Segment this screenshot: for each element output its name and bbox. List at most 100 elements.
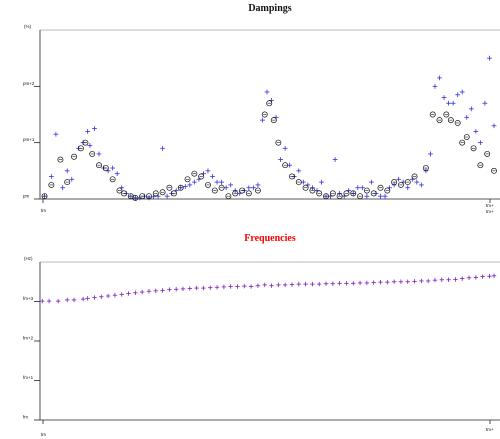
data-point-cross xyxy=(110,165,116,171)
y-axis-label: (%) xyxy=(24,24,31,29)
data-point-cross xyxy=(378,193,383,199)
data-point-circle xyxy=(166,184,173,191)
data-point-circle xyxy=(82,139,89,146)
data-point-cross xyxy=(482,100,488,106)
data-point-cross xyxy=(87,143,93,148)
data-point-circle xyxy=(266,100,273,107)
data-point-cross xyxy=(396,176,402,182)
data-point-cross xyxy=(119,292,124,297)
data-point-circle xyxy=(116,187,123,194)
data-point-cross xyxy=(332,157,338,162)
data-point-cross xyxy=(330,281,336,286)
data-point-circle xyxy=(139,193,146,200)
data-point-circle xyxy=(391,179,398,186)
data-point-circle xyxy=(411,173,418,180)
data-point-cross xyxy=(446,277,451,282)
data-point-cross xyxy=(491,123,497,129)
data-point-cross xyxy=(473,129,479,134)
data-point-cross xyxy=(64,168,70,174)
data-point-cross xyxy=(80,296,86,302)
data-point-cross xyxy=(260,117,265,123)
data-point-cross xyxy=(191,179,197,185)
x-tick-label: tm xyxy=(41,432,46,437)
data-point-cross xyxy=(194,285,199,291)
data-point-cross xyxy=(450,100,456,106)
data-point-cross xyxy=(391,279,397,284)
data-point-cross xyxy=(428,151,433,157)
data-point-circle xyxy=(218,184,225,191)
data-point-cross xyxy=(453,277,458,282)
data-point-cross xyxy=(228,182,234,188)
data-point-circle xyxy=(429,111,436,118)
data-point-circle xyxy=(191,170,198,177)
data-point-circle xyxy=(329,190,336,197)
data-point-cross xyxy=(69,176,75,182)
data-point-circle xyxy=(397,181,404,188)
data-point-cross xyxy=(282,282,288,288)
data-point-cross xyxy=(296,281,301,287)
x-tick-label: tm+ xyxy=(486,203,494,208)
data-point-cross xyxy=(201,285,206,291)
data-point-circle xyxy=(41,193,48,200)
data-point-cross xyxy=(487,274,492,279)
data-point-circle xyxy=(282,162,289,169)
data-point-cross xyxy=(126,291,131,296)
data-point-cross xyxy=(269,283,274,288)
data-point-circle xyxy=(89,150,96,157)
data-point-circle xyxy=(64,179,71,186)
data-point-cross xyxy=(182,184,188,190)
data-point-cross xyxy=(160,288,165,293)
data-point-cross xyxy=(412,279,417,284)
data-point-circle xyxy=(254,187,261,194)
y-tick-label: fm+2 xyxy=(23,336,34,341)
data-point-cross xyxy=(205,168,211,174)
data-point-cross xyxy=(378,279,383,285)
data-point-circle xyxy=(422,165,429,171)
data-point-circle xyxy=(146,193,152,200)
data-point-circle xyxy=(102,165,109,171)
data-point-cross xyxy=(480,274,485,279)
data-point-cross xyxy=(85,129,91,134)
chart-1: (Hz) fm fm+1 fm+2 fm+3 tm tm+ xyxy=(23,256,500,437)
data-point-cross xyxy=(153,288,158,294)
data-point-circle xyxy=(357,193,364,200)
data-point-cross xyxy=(85,296,90,301)
data-point-cross xyxy=(187,286,193,291)
data-point-cross xyxy=(466,275,472,280)
data-point-cross xyxy=(464,114,470,120)
data-point-circle xyxy=(436,117,443,124)
data-point-cross xyxy=(187,182,193,188)
data-point-cross xyxy=(255,182,261,188)
data-point-cross xyxy=(317,281,322,287)
data-point-circle xyxy=(48,181,55,188)
data-point-cross xyxy=(167,287,172,292)
data-point-circle xyxy=(404,179,411,186)
data-point-cross xyxy=(337,281,342,286)
y-tick-label: pm+1 xyxy=(23,137,35,142)
data-point-cross xyxy=(441,95,447,100)
data-point-cross xyxy=(65,297,70,303)
y-tick-label: fm xyxy=(23,415,28,420)
data-point-circle xyxy=(261,111,268,118)
dampings-title: Dampings xyxy=(248,3,292,14)
data-point-cross xyxy=(419,278,424,284)
data-point-cross xyxy=(382,193,388,199)
data-point-cross xyxy=(40,298,45,304)
data-point-cross xyxy=(477,140,483,146)
data-point-cross xyxy=(405,185,411,191)
data-point-circle xyxy=(198,173,205,180)
data-point-circle xyxy=(177,184,184,191)
data-point-circle xyxy=(459,139,466,146)
y-axis-label: (Hz) xyxy=(24,256,33,261)
x-tick-label: tm+ xyxy=(486,427,494,432)
data-point-cross xyxy=(114,171,120,177)
data-point-cross xyxy=(264,89,270,95)
data-point-cross xyxy=(319,179,324,185)
data-point-circle xyxy=(152,190,159,197)
data-point-circle xyxy=(384,187,391,194)
data-point-cross xyxy=(112,292,118,298)
y-tick-label: fm+1 xyxy=(23,375,34,380)
data-point-cross xyxy=(92,295,97,300)
data-point-circle xyxy=(289,173,295,180)
data-point-cross xyxy=(46,298,52,304)
